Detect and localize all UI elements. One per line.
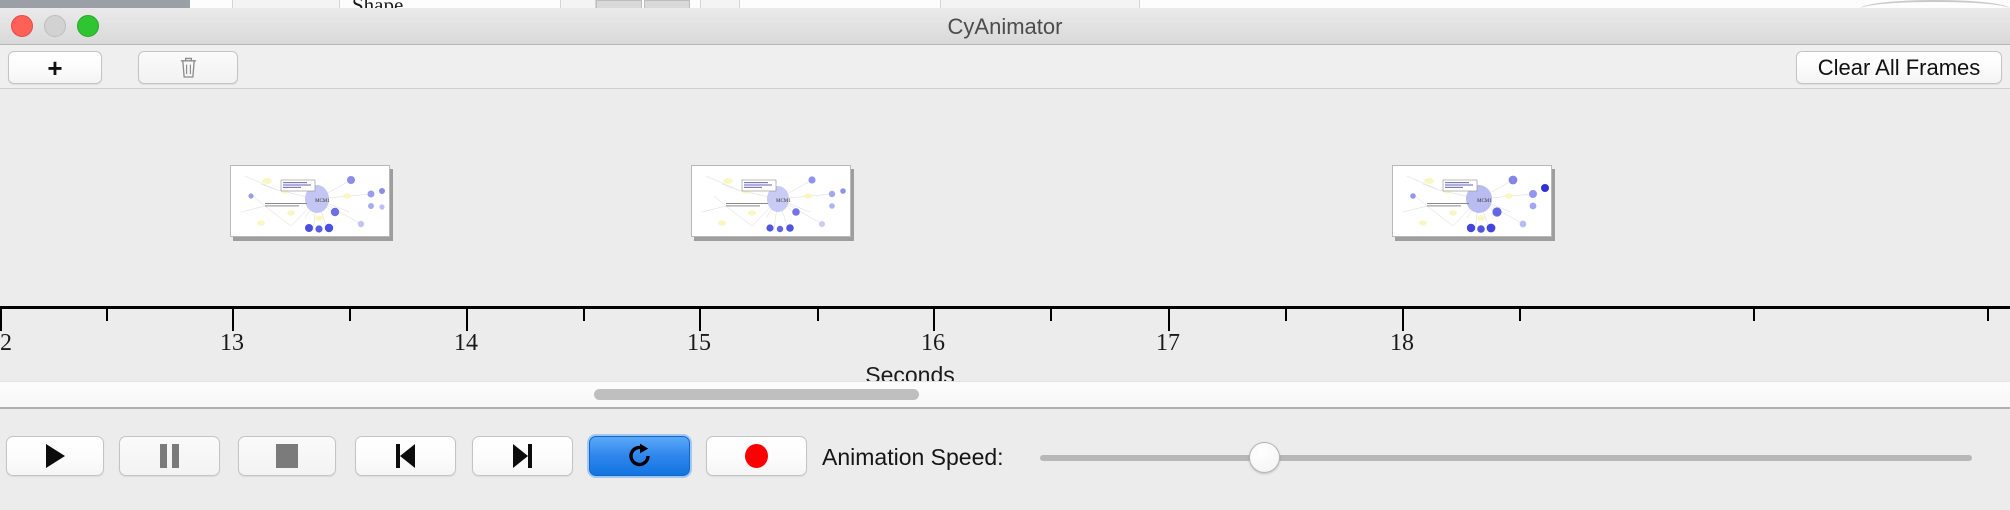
- network-graph-preview: MCM1: [240, 175, 385, 233]
- skip-backward-icon: [396, 444, 415, 468]
- timeline-panel[interactable]: MCM1: [0, 89, 2010, 321]
- frame-thumbnail-3[interactable]: MCM1: [1392, 165, 1552, 237]
- play-button[interactable]: [6, 436, 104, 476]
- skip-forward-icon: [513, 444, 532, 468]
- axis-tick-label: 15: [687, 330, 711, 356]
- axis-tick-label: 18: [1390, 330, 1414, 356]
- stop-icon: [276, 444, 298, 468]
- trash-icon: [180, 57, 196, 78]
- clear-all-frames-label: Clear All Frames: [1817, 54, 1981, 80]
- loop-icon: [628, 443, 650, 467]
- clear-all-frames-button[interactable]: Clear All Frames: [1796, 51, 2002, 84]
- scrollbar-thumb[interactable]: [594, 389, 919, 400]
- stop-button[interactable]: [238, 436, 336, 476]
- background-segment: [232, 0, 340, 10]
- last-frame-button[interactable]: [472, 436, 573, 476]
- axis-minor-tick: [349, 309, 351, 321]
- background-arc: [1860, 0, 2010, 10]
- axis-minor-tick: [1753, 309, 1755, 321]
- axis-minor-tick: [1285, 309, 1287, 321]
- axis-minor-tick: [817, 309, 819, 321]
- axis-tick-label: 14: [454, 330, 478, 356]
- delete-frame-button[interactable]: [138, 51, 238, 84]
- frame-thumbnail-2[interactable]: MCM1: [691, 165, 851, 237]
- add-frame-button[interactable]: +: [8, 51, 102, 84]
- frame-toolbar: + Clear All Frames: [0, 45, 2010, 89]
- window-controls: [11, 15, 99, 37]
- plus-icon: +: [47, 52, 63, 83]
- frame-thumbnail-1[interactable]: MCM1: [230, 165, 390, 237]
- axis-minor-tick: [1987, 309, 1989, 321]
- axis-minor-tick: [583, 309, 585, 321]
- axis-minor-tick: [106, 309, 108, 321]
- axis-major-tick: [1402, 309, 1404, 331]
- play-icon: [45, 444, 65, 468]
- axis-major-tick: [1168, 309, 1170, 331]
- slider-thumb[interactable]: [1248, 442, 1280, 473]
- network-graph-preview: MCM1: [701, 175, 846, 233]
- title-bar: CyAnimator: [0, 8, 2010, 45]
- network-graph-preview: MCM1: [1402, 175, 1549, 233]
- playback-control-bar: Animation Speed:: [0, 411, 2010, 510]
- maximize-button[interactable]: [77, 15, 99, 37]
- background-shape-label: Shape: [352, 0, 403, 10]
- first-frame-button[interactable]: [355, 436, 456, 476]
- background-dark-tab: [0, 0, 190, 10]
- close-button[interactable]: [11, 15, 33, 37]
- axis-minor-tick: [1050, 309, 1052, 321]
- pause-icon: [160, 444, 179, 468]
- axis-tick-label: 16: [921, 330, 945, 356]
- animation-speed-label: Animation Speed:: [822, 444, 1004, 470]
- animation-speed-slider[interactable]: [1040, 442, 1972, 473]
- axis-minor-tick: [1519, 309, 1521, 321]
- axis-major-tick: [699, 309, 701, 331]
- background-window-strip: Shape: [0, 0, 2010, 10]
- axis-tick-label: 12: [0, 330, 12, 356]
- record-button[interactable]: [706, 436, 807, 476]
- background-segment: [560, 0, 596, 10]
- axis-major-tick: [466, 309, 468, 331]
- svg-text:MCM1: MCM1: [315, 199, 330, 204]
- minimize-button[interactable]: [44, 15, 66, 37]
- axis-major-tick: [933, 309, 935, 331]
- timeline-horizontal-scrollbar[interactable]: [0, 381, 2010, 409]
- axis-major-tick: [0, 309, 2, 331]
- background-segment: [700, 0, 740, 10]
- svg-text:MCM1: MCM1: [1477, 199, 1492, 204]
- axis-major-tick: [232, 309, 234, 331]
- record-icon: [745, 444, 768, 468]
- axis-tick-label: 13: [220, 330, 244, 356]
- axis-line: [0, 306, 2010, 309]
- loop-button[interactable]: [589, 436, 690, 476]
- svg-text:MCM1: MCM1: [776, 199, 791, 204]
- background-segment: [940, 0, 1140, 10]
- window-title: CyAnimator: [947, 14, 1063, 39]
- axis-tick-label: 17: [1156, 330, 1180, 356]
- pause-button[interactable]: [119, 436, 220, 476]
